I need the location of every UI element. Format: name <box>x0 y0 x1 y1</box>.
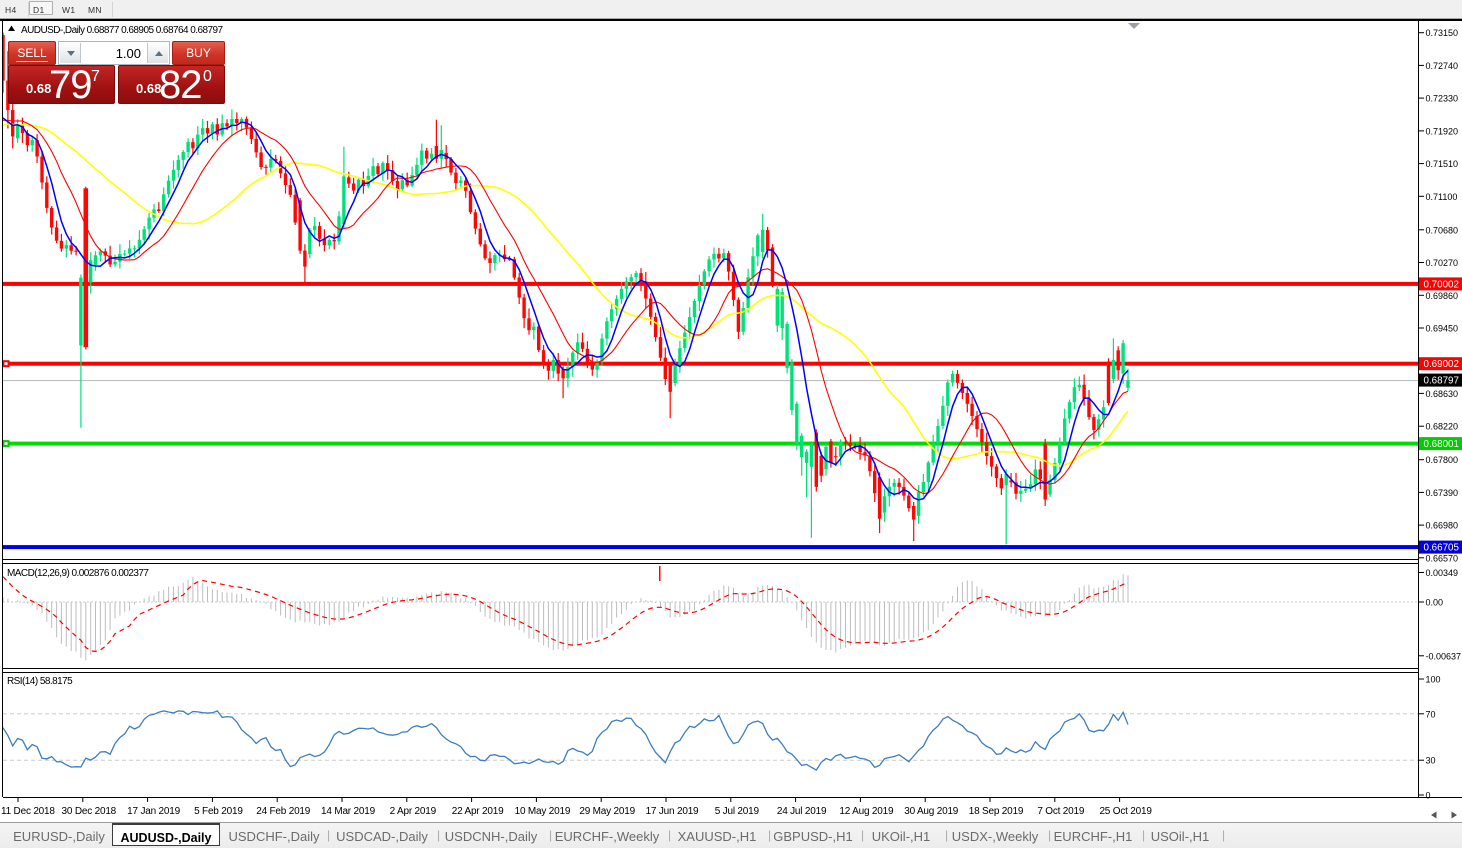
svg-text:0.70270: 0.70270 <box>1426 258 1459 268</box>
svg-text:0.70680: 0.70680 <box>1426 225 1459 235</box>
svg-text:11 Dec 2018: 11 Dec 2018 <box>1 806 55 817</box>
svg-text:0.69450: 0.69450 <box>1426 324 1459 334</box>
svg-text:100: 100 <box>1426 675 1441 685</box>
svg-text:0.69002: 0.69002 <box>1424 359 1459 370</box>
svg-text:0.67390: 0.67390 <box>1426 488 1459 498</box>
svg-text:0.00349: 0.00349 <box>1426 568 1459 578</box>
svg-text:0.67800: 0.67800 <box>1426 455 1459 465</box>
svg-text:0.71920: 0.71920 <box>1426 126 1459 136</box>
svg-text:30 Dec 2018: 30 Dec 2018 <box>62 806 117 817</box>
svg-text:0.72330: 0.72330 <box>1426 94 1459 104</box>
svg-text:24 Jul 2019: 24 Jul 2019 <box>777 806 827 817</box>
svg-text:30: 30 <box>1426 756 1436 766</box>
svg-text:24 Feb 2019: 24 Feb 2019 <box>256 806 311 817</box>
svg-text:10 May 2019: 10 May 2019 <box>515 806 571 817</box>
svg-text:30 Aug 2019: 30 Aug 2019 <box>904 806 959 817</box>
svg-text:RSI(14) 58.8175: RSI(14) 58.8175 <box>7 676 73 687</box>
svg-text:0.71510: 0.71510 <box>1426 159 1459 169</box>
svg-text:12 Aug 2019: 12 Aug 2019 <box>839 806 894 817</box>
svg-text:0.68630: 0.68630 <box>1426 389 1459 399</box>
svg-text:14 Mar 2019: 14 Mar 2019 <box>321 806 376 817</box>
svg-text:0.66980: 0.66980 <box>1426 521 1459 531</box>
svg-text:29 May 2019: 29 May 2019 <box>579 806 635 817</box>
svg-text:0.66705: 0.66705 <box>1424 543 1460 554</box>
svg-text:-0.00637: -0.00637 <box>1426 651 1462 661</box>
svg-text:5 Feb 2019: 5 Feb 2019 <box>194 806 243 817</box>
svg-text:25 Oct 2019: 25 Oct 2019 <box>1099 806 1152 817</box>
svg-text:0.66570: 0.66570 <box>1426 553 1459 563</box>
svg-text:5 Jul 2019: 5 Jul 2019 <box>715 806 760 817</box>
svg-text:MACD(12,26,9) 0.002876 0.00237: MACD(12,26,9) 0.002876 0.002377 <box>7 568 149 579</box>
svg-text:0.73150: 0.73150 <box>1426 28 1459 38</box>
svg-text:0.00: 0.00 <box>1426 598 1444 608</box>
svg-text:0.68797: 0.68797 <box>1424 376 1459 387</box>
svg-text:0.68220: 0.68220 <box>1426 422 1459 432</box>
svg-text:2 Apr 2019: 2 Apr 2019 <box>390 806 437 817</box>
svg-text:0.68001: 0.68001 <box>1424 439 1459 450</box>
svg-text:0: 0 <box>1426 791 1431 801</box>
svg-text:AUDUSD-,Daily 0.68877 0.68905: AUDUSD-,Daily 0.68877 0.68905 0.68764 0.… <box>21 25 224 36</box>
svg-text:0.70002: 0.70002 <box>1424 279 1459 290</box>
svg-text:17 Jan 2019: 17 Jan 2019 <box>127 806 180 817</box>
svg-text:0.69860: 0.69860 <box>1426 291 1459 301</box>
svg-text:0.72740: 0.72740 <box>1426 61 1459 71</box>
svg-text:18 Sep 2019: 18 Sep 2019 <box>969 806 1024 817</box>
svg-text:7 Oct 2019: 7 Oct 2019 <box>1037 806 1085 817</box>
svg-text:0.71100: 0.71100 <box>1426 192 1458 202</box>
svg-text:22 Apr 2019: 22 Apr 2019 <box>452 806 504 817</box>
svg-text:70: 70 <box>1426 709 1436 719</box>
svg-text:17 Jun 2019: 17 Jun 2019 <box>646 806 699 817</box>
